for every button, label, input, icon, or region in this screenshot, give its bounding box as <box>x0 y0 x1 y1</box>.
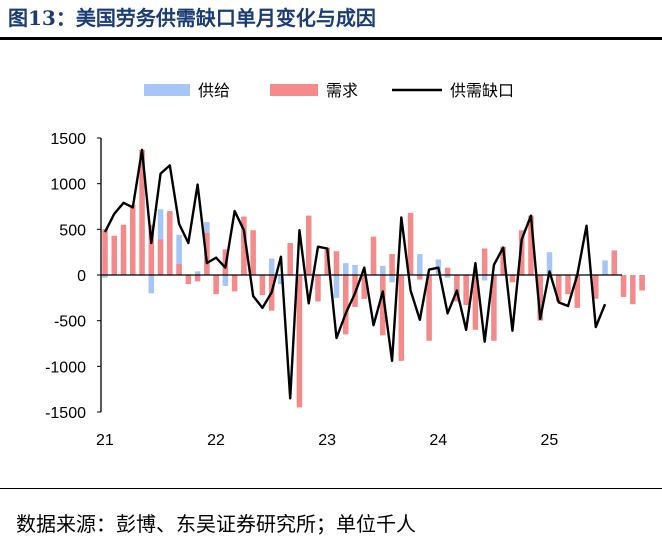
supply-bar <box>546 252 553 275</box>
y-tick-label: 1000 <box>50 177 86 194</box>
demand-bar <box>370 236 377 275</box>
supply-bar <box>268 258 275 275</box>
supply-bar <box>417 253 423 275</box>
demand-bar <box>389 253 395 275</box>
x-tick-label: 25 <box>540 432 558 449</box>
demand-bar <box>315 275 321 302</box>
supply-bar <box>481 275 488 281</box>
demand-bar <box>537 275 543 321</box>
demand-bar <box>343 275 349 335</box>
demand-bar <box>630 275 636 305</box>
gap-line-group <box>103 148 607 400</box>
demand-bar <box>120 224 127 275</box>
demand-bar <box>250 230 256 275</box>
supply-bar <box>352 264 358 275</box>
source-note: 数据来源：彭博、东吴证券研究所；单位千人 <box>16 512 416 536</box>
legend-gap-label: 供需缺口 <box>450 81 514 100</box>
y-tick-labels: 1500 1000 500 0 -500 -1000 -1500 <box>45 131 86 422</box>
supply-bar <box>102 275 108 278</box>
demand-bar <box>398 275 405 361</box>
demand-bar <box>593 275 599 299</box>
supply-bar <box>333 275 340 298</box>
y-tick-label: -1000 <box>45 359 86 376</box>
y-tick-label: 0 <box>77 268 86 285</box>
chart: 供给 需求 供需缺口 1500 1000 500 0 -500 -1000 -1500 21 22… <box>45 81 645 449</box>
x-tick-label: 24 <box>429 432 447 449</box>
supply-bar <box>444 275 451 278</box>
demand-bar <box>611 250 618 275</box>
demand-bar <box>231 275 238 292</box>
demand-bar <box>333 251 340 275</box>
legend-supply-label: 供给 <box>198 81 230 100</box>
y-tick-label: 1500 <box>50 131 86 148</box>
y-tick-label: 500 <box>59 222 86 239</box>
x-tick-label: 22 <box>207 432 225 449</box>
demand-bar <box>500 246 506 275</box>
demand-bar <box>296 275 303 408</box>
top-rule <box>0 37 662 40</box>
x-tick-label: 21 <box>96 432 114 449</box>
x-tick-label: 23 <box>318 432 336 449</box>
legend: 供给 需求 供需缺口 <box>144 81 514 100</box>
legend-supply-swatch <box>144 84 190 96</box>
demand-bar <box>639 275 645 291</box>
demand-bar <box>481 248 488 275</box>
demand-bar <box>176 264 182 275</box>
supply-bar <box>380 265 386 275</box>
demand-bar <box>213 275 219 295</box>
supply-bar <box>222 275 229 286</box>
demand-bar <box>130 204 136 275</box>
demand-bar <box>444 267 451 275</box>
demand-bar <box>426 275 432 341</box>
demand-bar <box>167 211 173 275</box>
demand-bar <box>185 275 192 285</box>
demand-bar <box>157 239 164 275</box>
demand-bar <box>305 215 312 275</box>
supply-bar <box>278 275 284 285</box>
supply-bar <box>148 275 155 294</box>
demand-bar <box>148 224 155 275</box>
gap-line <box>103 148 607 400</box>
demand-bar <box>102 229 108 275</box>
demand-bar <box>417 275 423 280</box>
x-tick-labels: 21 22 23 24 25 <box>96 432 558 449</box>
demand-bar <box>380 275 386 336</box>
demand-bar <box>528 215 534 275</box>
demand-bar <box>111 235 118 275</box>
demand-bar <box>491 275 497 341</box>
bottom-rule <box>0 488 662 489</box>
axes <box>97 137 622 413</box>
demand-bar <box>259 275 266 296</box>
demand-bar <box>620 275 627 297</box>
supply-bar <box>176 234 182 275</box>
y-tick-label: -500 <box>54 314 86 331</box>
supply-bar <box>343 263 349 275</box>
demand-bar <box>194 275 201 282</box>
demand-bar <box>509 275 516 283</box>
demand-bar <box>324 247 330 275</box>
legend-demand-label: 需求 <box>326 81 358 100</box>
figure-title: 图13：美国劳务供需缺口单月变化与成因 <box>8 6 376 30</box>
demand-bar <box>139 149 145 275</box>
supply-bar <box>602 260 608 275</box>
demand-bar <box>574 275 581 308</box>
demand-bar <box>463 275 469 306</box>
demand-bar <box>361 275 368 299</box>
demand-bar <box>472 275 479 330</box>
demand-bar <box>518 230 525 275</box>
demand-bars <box>102 149 645 408</box>
y-tick-label: -1500 <box>45 405 86 422</box>
supply-bar <box>389 275 395 283</box>
supply-bar <box>194 271 201 275</box>
demand-bar <box>407 212 414 275</box>
demand-bar <box>565 275 571 295</box>
legend-demand-swatch <box>270 84 318 96</box>
demand-bar <box>287 243 293 275</box>
demand-bar <box>454 275 460 302</box>
demand-bar <box>241 216 247 275</box>
demand-bar <box>555 275 562 302</box>
